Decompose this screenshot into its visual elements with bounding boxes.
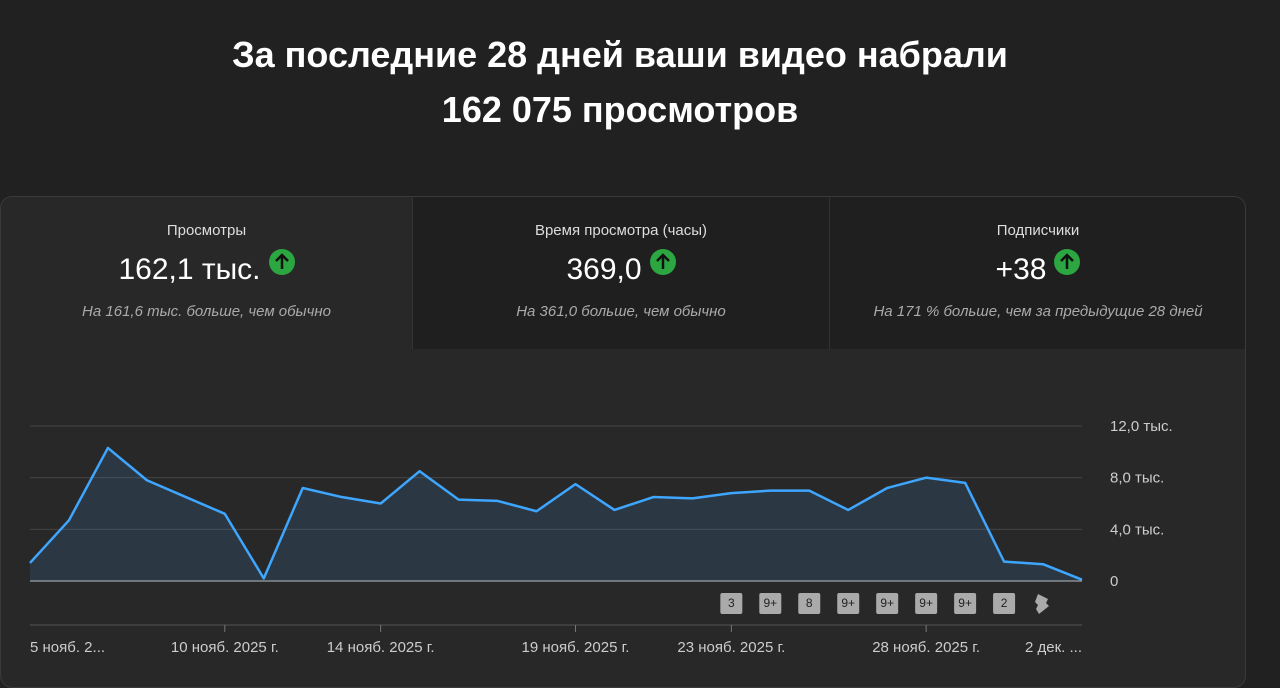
x-tick-label: 14 нояб. 2025 г. bbox=[327, 639, 435, 656]
badge-label: 9+ bbox=[958, 596, 972, 610]
badge-box bbox=[837, 593, 860, 614]
card-value: 162,1 тыс. bbox=[118, 253, 261, 286]
badge-box bbox=[798, 593, 821, 614]
card-value-row: 369,0 bbox=[413, 249, 829, 287]
area bbox=[30, 447, 1082, 581]
badge-label: 8 bbox=[806, 596, 813, 610]
up-icon bbox=[1054, 249, 1081, 275]
badge-label: 9+ bbox=[763, 596, 777, 610]
badge-box bbox=[720, 593, 743, 614]
badge-box bbox=[954, 593, 977, 614]
headline-total: 162 075 просмотров bbox=[441, 89, 799, 130]
headline: За последние 28 дней ваши видео набрали bbox=[232, 34, 1008, 75]
card-value-row: 162,1 тыс. bbox=[1, 249, 412, 287]
line bbox=[29, 446, 1083, 581]
up-icon bbox=[649, 249, 676, 275]
metric-card[interactable]: Просмотры 162,1 тыс. На 161,6 тыс. больш… bbox=[1, 197, 412, 349]
metric-card[interactable]: Время просмотра (часы) 369,0 На 361,0 бо… bbox=[412, 197, 829, 349]
badge-box bbox=[993, 593, 1016, 614]
x-tick-label: 28 нояб. 2025 г. bbox=[872, 639, 980, 656]
badge-box bbox=[876, 593, 899, 614]
card-value-row: +38 bbox=[830, 249, 1245, 287]
x-tick-label: 19 нояб. 2025 г. bbox=[522, 639, 630, 656]
upload-badge[interactable]: 2 bbox=[993, 593, 1016, 614]
badge-label: 9+ bbox=[841, 596, 855, 610]
card-title: Просмотры bbox=[166, 222, 247, 239]
shorts-glyph bbox=[1035, 594, 1049, 614]
card-note: На 361,0 больше, чем обычно bbox=[516, 303, 726, 320]
y-tick-label: 12,0 тыс. bbox=[1110, 418, 1173, 435]
badge-box bbox=[759, 593, 782, 614]
badge-label: 2 bbox=[1001, 596, 1008, 610]
up-icon bbox=[268, 249, 295, 275]
upload-badge[interactable]: 9+ bbox=[876, 593, 899, 614]
upload-badge[interactable]: 9+ bbox=[837, 593, 860, 614]
badge-label: 9+ bbox=[919, 596, 933, 610]
upload-badge[interactable]: 9+ bbox=[915, 593, 938, 614]
upload-badge[interactable]: 3 bbox=[720, 593, 743, 614]
card-title: Время просмотра (часы) bbox=[534, 222, 708, 239]
y-tick-label: 4,0 тыс. bbox=[1110, 521, 1164, 538]
upload-badge[interactable]: 9+ bbox=[954, 593, 977, 614]
y-tick-label: 0 bbox=[1110, 573, 1118, 590]
y-tick-label: 8,0 тыс. bbox=[1110, 470, 1164, 487]
x-tick-label: 5 нояб. 2... bbox=[30, 639, 105, 656]
metric-card[interactable]: Подписчики +38 На 171 % больше, чем за п… bbox=[829, 197, 1245, 349]
card-value: 369,0 bbox=[566, 253, 642, 286]
card-value: +38 bbox=[995, 253, 1047, 286]
badge-label: 3 bbox=[728, 596, 735, 610]
card-note: На 161,6 тыс. больше, чем обычно bbox=[82, 303, 331, 320]
x-tick-label: 10 нояб. 2025 г. bbox=[171, 639, 279, 656]
x-tick-label: 23 нояб. 2025 г. bbox=[677, 639, 785, 656]
x-tick-label: 2 дек. ... bbox=[1025, 639, 1082, 656]
upload-badge[interactable]: 9+ bbox=[759, 593, 782, 614]
upload-badge[interactable]: 8 bbox=[798, 593, 821, 614]
badge-box bbox=[915, 593, 938, 614]
badge-label: 9+ bbox=[880, 596, 894, 610]
card-note: На 171 % больше, чем за предыдущие 28 дн… bbox=[873, 303, 1203, 320]
shorts-icon bbox=[1035, 594, 1049, 614]
card-title: Подписчики bbox=[996, 222, 1080, 239]
page: За последние 28 дней ваши видео набрали … bbox=[0, 34, 1246, 688]
chart: 0 4,0 тыс. 8,0 тыс. 12,0 тыс. 5 нояб. 2... 10… bbox=[29, 418, 1173, 656]
